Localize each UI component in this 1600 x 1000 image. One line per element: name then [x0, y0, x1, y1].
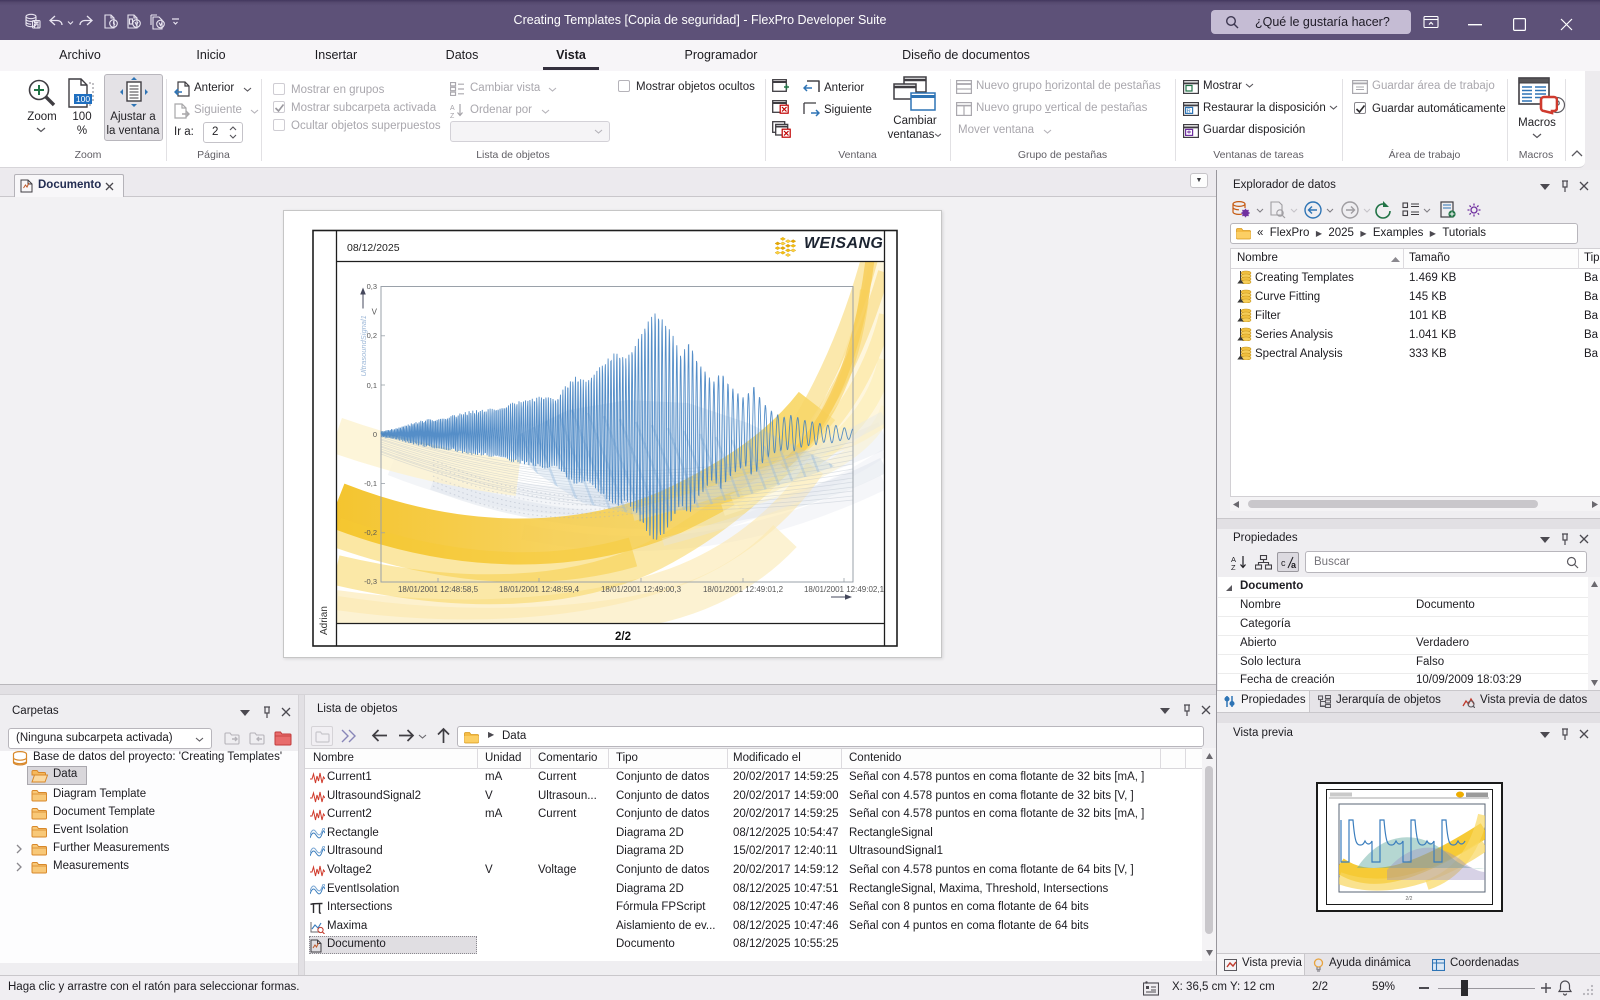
- svg-text:A: A: [450, 105, 455, 112]
- svg-text:18/01/2001 12:48:59,4: 18/01/2001 12:48:59,4: [499, 585, 580, 594]
- svg-text:18/01/2001 12:49:00,3: 18/01/2001 12:49:00,3: [601, 585, 682, 594]
- svg-text:Z: Z: [1231, 563, 1236, 571]
- svg-text:UltrasoundSignal1: UltrasoundSignal1: [359, 315, 368, 376]
- svg-text:0,2: 0,2: [367, 331, 377, 340]
- svg-text:A: A: [1231, 555, 1236, 564]
- svg-text:2/2: 2/2: [615, 631, 631, 643]
- svg-text:Adrian: Adrian: [319, 606, 330, 635]
- svg-text:18/01/2001 12:49:01,2: 18/01/2001 12:49:01,2: [703, 585, 784, 594]
- svg-text:R: R: [1187, 109, 1191, 115]
- svg-text:0: 0: [373, 430, 377, 439]
- svg-text:2/2: 2/2: [1406, 896, 1413, 902]
- svg-text:c: c: [1281, 558, 1286, 568]
- svg-text:Z: Z: [450, 113, 455, 118]
- svg-text:100: 100: [76, 94, 90, 104]
- svg-text:0,3: 0,3: [367, 282, 377, 291]
- svg-text:-0,1: -0,1: [364, 479, 377, 488]
- svg-text:V: V: [372, 308, 378, 317]
- svg-text:-0,2: -0,2: [364, 528, 377, 537]
- svg-text:a: a: [1291, 560, 1297, 569]
- svg-text:WEISANG: WEISANG: [804, 235, 883, 252]
- svg-text:18/01/2001 12:48:58,5: 18/01/2001 12:48:58,5: [398, 585, 479, 594]
- svg-text:0,1: 0,1: [367, 381, 377, 390]
- svg-text:08/12/2025: 08/12/2025: [347, 242, 400, 254]
- svg-text:18/01/2001 12:49:02,1: 18/01/2001 12:49:02,1: [804, 585, 885, 594]
- svg-text:-0,3: -0,3: [364, 577, 377, 586]
